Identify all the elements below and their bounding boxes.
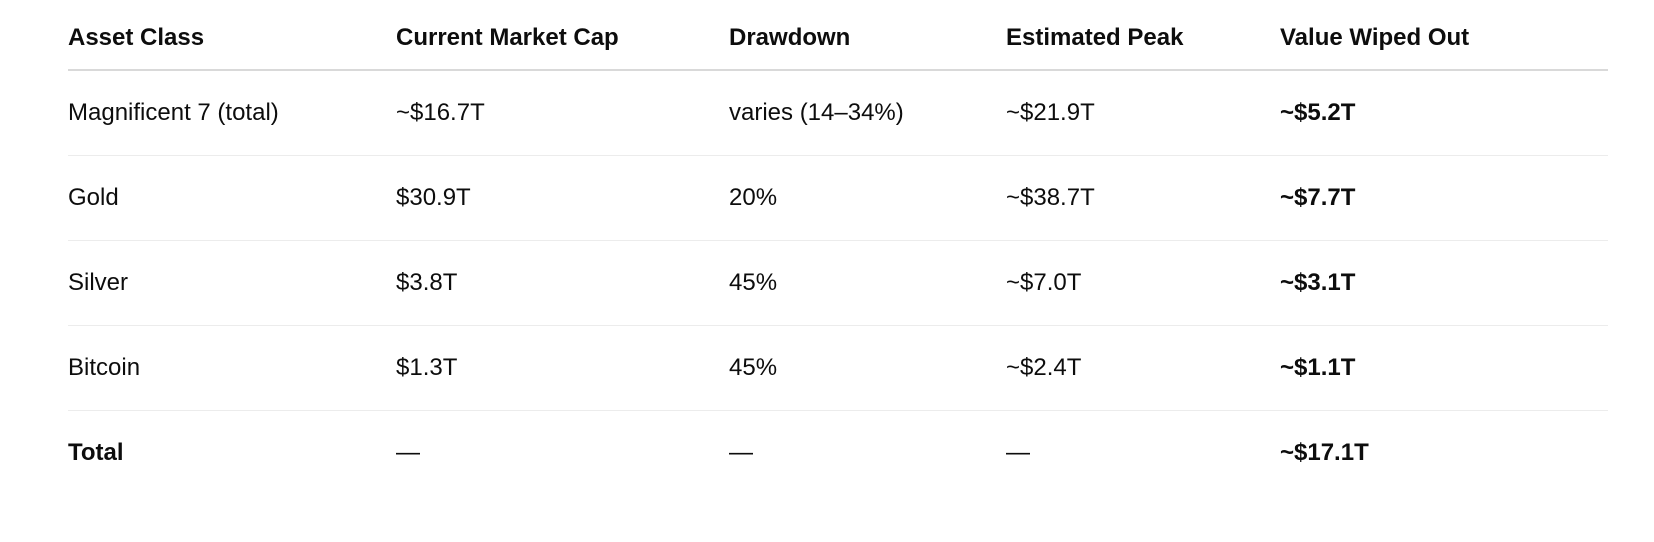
table-row-bitcoin: Bitcoin $1.3T 45% ~$2.4T ~$1.1T (68, 325, 1608, 411)
cell-drawdown: varies (14–34%) (729, 70, 1006, 156)
cell-current-market-cap: — (396, 439, 420, 466)
column-header-value-wiped-out: Value Wiped Out (1280, 0, 1608, 71)
table-row-gold: Gold $30.9T 20% ~$38.7T ~$7.7T (68, 155, 1608, 241)
cell-current-market-cap: $1.3T (396, 325, 729, 411)
asset-drawdown-table: Asset Class Current Market Cap Drawdown … (68, 0, 1608, 495)
cell-drawdown: 20% (729, 155, 1006, 241)
cell-value-wiped-out: ~$5.2T (1280, 70, 1608, 156)
cell-current-market-cap: $30.9T (396, 155, 729, 241)
cell-estimated-peak: — (1006, 439, 1030, 466)
column-header-current-market-cap: Current Market Cap (396, 0, 729, 71)
cell-asset-class: Silver (68, 240, 396, 326)
cell-asset-class: Total (68, 439, 124, 466)
cell-drawdown: 45% (729, 240, 1006, 326)
cell-asset-class: Gold (68, 155, 396, 241)
cell-drawdown: 45% (729, 325, 1006, 411)
cell-estimated-peak: ~$21.9T (1006, 70, 1280, 156)
cell-estimated-peak: ~$7.0T (1006, 240, 1280, 326)
table-header-row: Asset Class Current Market Cap Drawdown … (68, 0, 1608, 71)
cell-asset-class: Bitcoin (68, 325, 396, 411)
data-table: Asset Class Current Market Cap Drawdown … (68, 0, 1608, 495)
column-header-drawdown: Drawdown (729, 0, 1006, 71)
cell-estimated-peak: ~$38.7T (1006, 155, 1280, 241)
cell-estimated-peak: ~$2.4T (1006, 325, 1280, 411)
column-header-estimated-peak: Estimated Peak (1006, 0, 1280, 71)
cell-drawdown: — (729, 439, 753, 466)
cell-current-market-cap: $3.8T (396, 240, 729, 326)
cell-value-wiped-out: ~$3.1T (1280, 240, 1608, 326)
cell-asset-class: Magnificent 7 (total) (68, 70, 396, 156)
cell-value-wiped-out: ~$1.1T (1280, 325, 1608, 411)
column-header-asset-class: Asset Class (68, 0, 396, 71)
table-row-total: Total — — — ~$17.1T (68, 411, 1608, 496)
table-row-magnificent-7: Magnificent 7 (total) ~$16.7T varies (14… (68, 70, 1608, 156)
cell-value-wiped-out: ~$17.1T (1280, 439, 1369, 466)
cell-current-market-cap: ~$16.7T (396, 70, 729, 156)
cell-value-wiped-out: ~$7.7T (1280, 155, 1608, 241)
table-row-silver: Silver $3.8T 45% ~$7.0T ~$3.1T (68, 240, 1608, 326)
